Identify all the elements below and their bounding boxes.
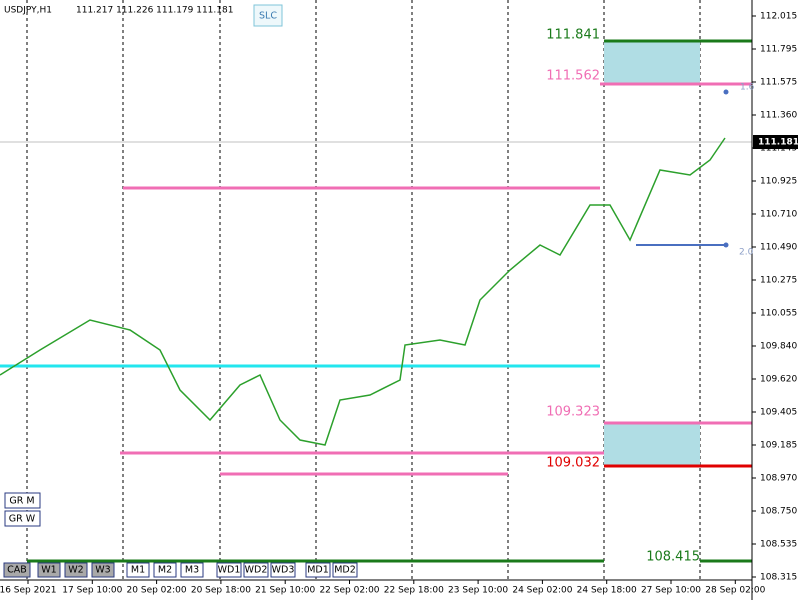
button-label: WD3 [272,565,295,576]
button-face [126,562,150,578]
time-label: 28 Sep 02:00 [705,586,765,596]
bottom-button[interactable]: W1 [37,562,61,578]
price-label: 111.360 [760,111,797,121]
quote: 111.217 111.226 111.179 111.181 [76,6,233,16]
button-face [270,562,296,578]
time-label: 22 Sep 18:00 [384,586,444,596]
button-face [216,562,242,578]
symbol: USDJPY,H1 [4,6,52,16]
button-face [4,510,41,527]
price-label: 110.490 [760,243,797,253]
bottom-button[interactable]: MD1 [305,562,331,578]
side-buttons: GR M GR W [4,492,41,527]
bottom-button[interactable]: W2 [64,562,88,578]
bottom-button[interactable]: M3 [180,562,204,578]
button-label: WD1 [218,565,241,576]
period-separators [26,0,701,580]
time-label: 27 Sep 10:00 [641,586,701,596]
ratio-label: 1.6 [740,83,755,93]
level-label: 109.032 [546,456,600,471]
time-label: 21 Sep 10:00 [255,586,315,596]
price-label: 109.620 [760,375,797,385]
level-label: 111.841 [546,28,600,43]
marker [723,89,729,95]
side-button[interactable]: GR W [4,510,41,527]
bottom-button[interactable]: M1 [126,562,150,578]
button-face [332,562,358,578]
price-label: 110.275 [760,276,797,286]
level-label: 111.562 [546,69,600,84]
price-label: 110.925 [760,177,797,187]
button-label: GR M [9,496,34,507]
button-label: W2 [68,565,83,576]
price-label: 109.185 [760,441,797,451]
slc-button[interactable]: SLC [253,4,283,27]
button-label: M1 [131,565,145,576]
upper-zone [604,41,700,84]
bottom-button[interactable]: M2 [153,562,177,578]
price-label: 111.575 [760,78,797,88]
ratio-label: 2.0 [739,248,754,258]
button-face [180,562,204,578]
price-label: 110.055 [760,309,797,319]
price-label: 111.795 [760,45,797,55]
price-path [0,137,726,446]
price-label: 108.535 [760,540,797,550]
level-label: 109.323 [546,405,600,420]
time-label: 24 Sep 18:00 [577,586,637,596]
time-axis: 16 Sep 2021 17 Sep 10:00 20 Sep 02:00 20 Se… [0,580,766,596]
bottom-buttons: CAB W1 W2 W3 M1 M2 M3 WD1 WD2 WD3 MD1 MD2 [3,562,358,578]
price-label: 109.840 [760,342,797,352]
time-label: 20 Sep 02:00 [127,586,187,596]
button-label: MD2 [334,565,356,576]
price-label: 108.750 [760,507,797,517]
bottom-button[interactable]: W3 [91,562,115,578]
time-label: 20 Sep 18:00 [191,586,251,596]
time-label: 22 Sep 02:00 [319,586,379,596]
button-face [64,562,88,578]
button-label: GR W [9,514,36,525]
bottom-button[interactable]: CAB [3,562,31,578]
price-label: 112.015 [760,12,797,22]
bottom-button[interactable]: WD2 [243,562,269,578]
time-label: 16 Sep 2021 [0,586,57,596]
time-label: 23 Sep 10:00 [448,586,508,596]
price-label: 108.315 [760,573,797,583]
button-face [3,562,31,578]
button-face [4,492,41,509]
bottom-button[interactable]: MD2 [332,562,358,578]
button-label: WD2 [245,565,268,576]
current-price: 111.181 [758,138,799,148]
button-face [305,562,331,578]
button-label: W3 [95,565,110,576]
button-label: M2 [158,565,172,576]
button-label: CAB [7,565,27,576]
button-label: SLC [259,11,277,22]
bottom-button[interactable]: WD1 [216,562,242,578]
lower-zone [604,423,700,466]
price-axis: 112.015111.795111.575111.360111.145110.9… [752,12,797,583]
side-button[interactable]: GR M [4,492,41,509]
time-label: 24 Sep 02:00 [512,586,572,596]
button-label: M3 [185,565,199,576]
price-label: 110.710 [760,210,797,220]
bottom-button[interactable]: WD3 [270,562,296,578]
marker [723,242,729,248]
level-label: 108.415 [646,550,700,565]
price-label: 108.970 [760,474,797,484]
current-price-box [753,135,798,149]
button-face [153,562,177,578]
button-face [243,562,269,578]
price-label: 109.405 [760,408,797,418]
button-label: MD1 [307,565,329,576]
time-label: 17 Sep 10:00 [62,586,122,596]
button-face [91,562,115,578]
button-label: W1 [41,565,56,576]
button-face [37,562,61,578]
